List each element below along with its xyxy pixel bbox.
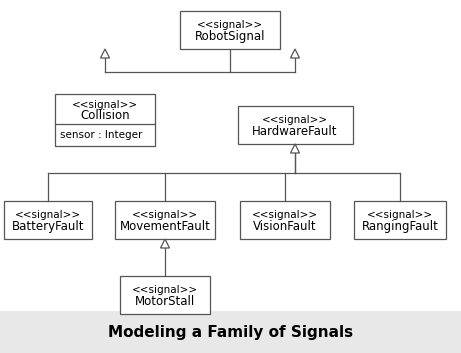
Text: MovementFault: MovementFault xyxy=(119,220,210,233)
Bar xyxy=(4,201,92,239)
Bar xyxy=(180,11,280,49)
Bar xyxy=(115,201,215,239)
Polygon shape xyxy=(290,144,300,153)
Bar xyxy=(0,311,461,353)
Bar xyxy=(237,106,353,144)
Text: BatteryFault: BatteryFault xyxy=(12,220,84,233)
Bar xyxy=(120,276,210,314)
Text: <<signal>>: <<signal>> xyxy=(252,210,318,220)
Text: <<signal>>: <<signal>> xyxy=(367,210,433,220)
Polygon shape xyxy=(290,49,300,58)
Polygon shape xyxy=(160,239,170,248)
Text: <<signal>>: <<signal>> xyxy=(15,210,81,220)
Text: Collision: Collision xyxy=(80,109,130,122)
Text: <<signal>>: <<signal>> xyxy=(132,210,198,220)
Bar xyxy=(354,201,446,239)
Text: RangingFault: RangingFault xyxy=(361,220,438,233)
Text: MotorStall: MotorStall xyxy=(135,295,195,308)
Bar xyxy=(0,0,461,311)
Text: <<signal>>: <<signal>> xyxy=(262,115,328,125)
Text: Modeling a Family of Signals: Modeling a Family of Signals xyxy=(108,324,353,340)
Text: <<signal>>: <<signal>> xyxy=(132,285,198,295)
Polygon shape xyxy=(100,49,110,58)
Text: VisionFault: VisionFault xyxy=(253,220,317,233)
Bar xyxy=(240,201,330,239)
Text: sensor : Integer: sensor : Integer xyxy=(60,130,142,140)
Text: HardwareFault: HardwareFault xyxy=(252,125,338,138)
Bar xyxy=(55,94,155,146)
Text: <<signal>>: <<signal>> xyxy=(72,101,138,110)
Text: RobotSignal: RobotSignal xyxy=(195,30,265,43)
Text: <<signal>>: <<signal>> xyxy=(197,20,263,30)
